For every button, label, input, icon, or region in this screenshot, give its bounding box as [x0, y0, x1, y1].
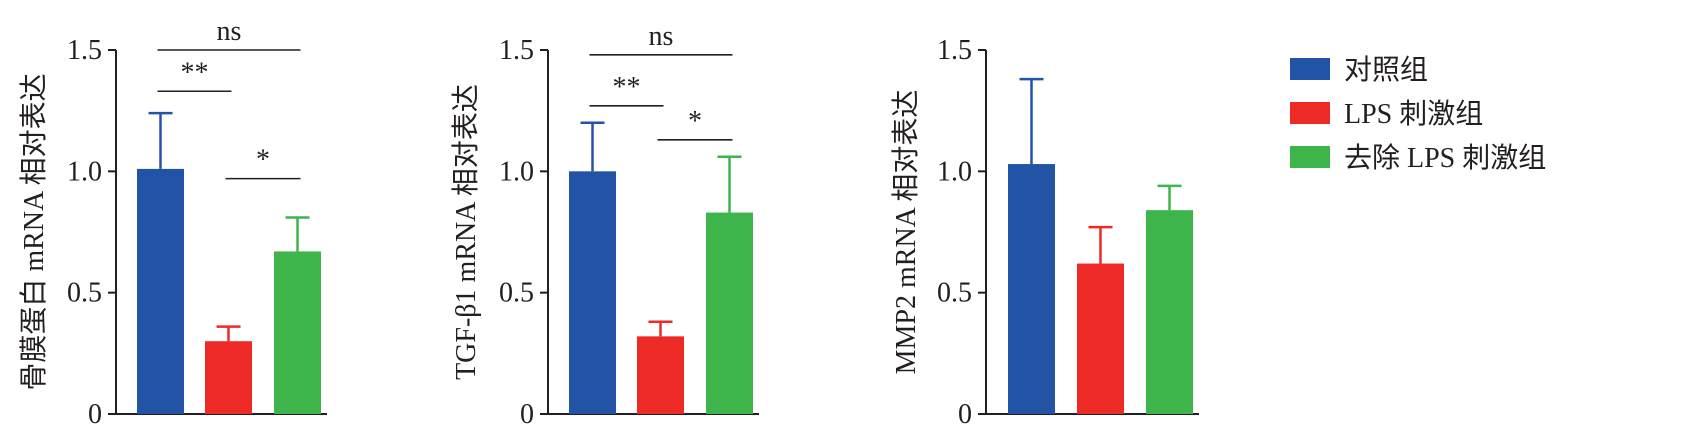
significance-label: ns [649, 21, 674, 52]
y-tick-label: 0.5 [499, 278, 534, 309]
bar [569, 171, 616, 414]
legend-swatch [1290, 102, 1330, 124]
legend-label: LPS 刺激组 [1344, 98, 1483, 130]
y-tick-label: 0 [88, 399, 102, 430]
y-tick-label: 1.5 [937, 35, 972, 66]
significance-label: ** [181, 57, 209, 88]
bar [1146, 210, 1193, 414]
legend-swatch [1290, 58, 1330, 80]
y-tick-label: 0 [958, 399, 972, 430]
bar [274, 251, 321, 414]
bar [1077, 263, 1124, 414]
legend-label: 去除 LPS 刺激组 [1344, 142, 1546, 174]
bar [205, 341, 252, 414]
bar [637, 336, 684, 414]
y-tick-label: 1.0 [937, 156, 972, 187]
bar [1008, 164, 1055, 414]
y-tick-label: 1.0 [67, 156, 102, 187]
y-axis-label: 骨膜蛋白 mRNA 相对表达 [18, 73, 50, 390]
y-tick-label: 0.5 [67, 278, 102, 309]
y-tick-label: 1.5 [67, 35, 102, 66]
bar [706, 212, 753, 414]
y-tick-label: 0.5 [937, 278, 972, 309]
legend-swatch [1290, 146, 1330, 168]
significance-label: * [688, 106, 702, 137]
y-axis-label: TGF-β1 mRNA 相对表达 [450, 84, 482, 380]
significance-label: ** [613, 72, 641, 103]
y-tick-label: 1.5 [499, 35, 534, 66]
legend-label: 对照组 [1344, 54, 1428, 86]
y-axis-label: MMP2 mRNA 相对表达 [890, 90, 922, 375]
y-tick-label: 1.0 [499, 156, 534, 187]
significance-label: ns [217, 16, 242, 47]
significance-label: * [256, 145, 270, 176]
y-tick-label: 0 [520, 399, 534, 430]
bar [137, 168, 184, 414]
